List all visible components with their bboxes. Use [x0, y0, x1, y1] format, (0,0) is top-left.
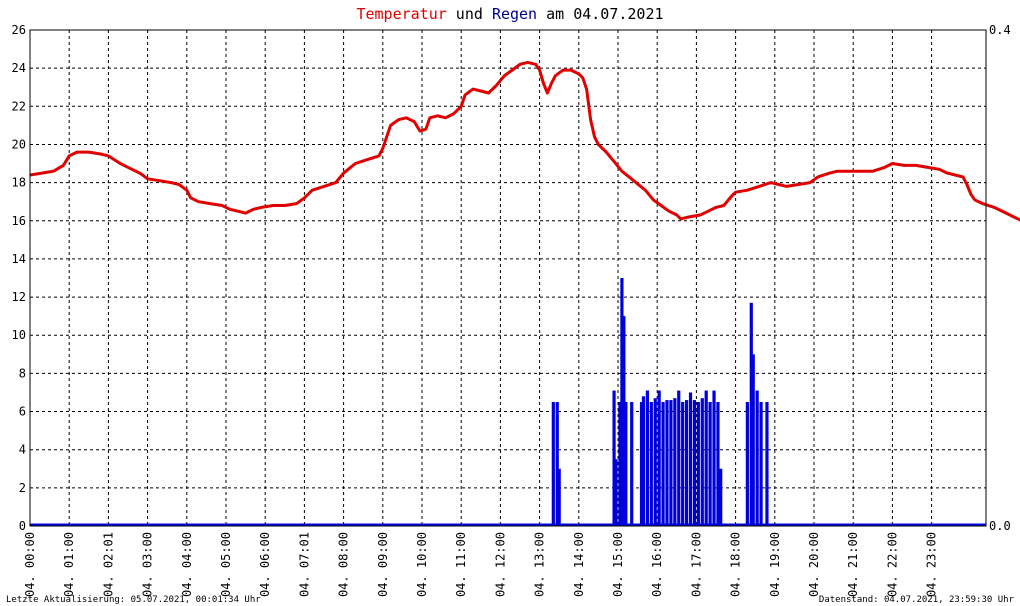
y-axis-right: 0.4 0.0: [989, 23, 1011, 533]
rain-bar: [765, 402, 769, 526]
rain-bar: [612, 390, 616, 526]
x-tick-label: 04. 07:01: [297, 532, 311, 597]
rain-bar: [696, 402, 700, 526]
x-tick-label: 04. 12:00: [493, 532, 507, 597]
rain-bar: [755, 390, 759, 526]
x-tick-label: 04. 13:00: [533, 532, 547, 597]
y-tick-label: 20: [12, 137, 26, 151]
y-tick-label: 26: [12, 23, 26, 37]
rain-bar: [681, 402, 685, 526]
rain-bar: [653, 398, 657, 526]
rain-bar: [716, 402, 720, 526]
y-tick-label: 14: [12, 252, 26, 266]
rain-bar: [624, 402, 628, 526]
y-right-tick-label: 0.0: [989, 519, 1011, 533]
x-tick-label: 04. 14:00: [572, 532, 586, 597]
chart-title: Temperatur und Regen am 04.07.2021: [356, 5, 663, 23]
x-tick-label: 04. 19:00: [768, 532, 782, 597]
rain-bar: [645, 390, 649, 526]
title-rain: Regen: [492, 5, 537, 23]
rain-bar: [622, 316, 626, 526]
rain-bar: [618, 402, 622, 526]
rain-bar: [749, 302, 753, 526]
rain-bar: [641, 396, 646, 526]
footer-left: Letzte Aktualisierung: 05.07.2021, 00:01…: [6, 595, 261, 605]
x-tick-label: 04. 00:00: [23, 532, 37, 597]
rain-bar: [557, 468, 561, 526]
x-axis: 04. 00:00 04. 01:00 04. 02:01 04. 03:00 04. …: [23, 532, 939, 597]
rain-bar: [620, 278, 624, 526]
x-tick-label: 04. 15:00: [611, 532, 625, 597]
rain-bar: [661, 402, 665, 526]
x-tick-label: 04. 04:00: [180, 532, 194, 597]
x-tick-label: 04. 16:00: [650, 532, 664, 597]
rain-bar: [692, 400, 697, 526]
rain-series: [30, 278, 986, 527]
rain-bar: [704, 390, 708, 526]
rain-bar: [551, 402, 555, 526]
y-tick-label: 8: [19, 366, 26, 380]
rain-bar: [649, 402, 653, 526]
x-tick-label: 04. 09:00: [376, 532, 390, 597]
x-tick-label: 04. 20:00: [807, 532, 821, 597]
x-tick-label: 04. 08:00: [337, 532, 351, 597]
title-und: und: [447, 5, 492, 23]
rain-bar: [712, 390, 716, 526]
x-tick-label: 04. 23:00: [925, 532, 939, 597]
x-tick-label: 04. 01:00: [62, 532, 76, 597]
y-tick-label: 12: [12, 290, 26, 304]
x-tick-label: 04. 21:00: [846, 532, 860, 597]
rain-bar: [700, 398, 704, 526]
rain-bar: [759, 402, 763, 526]
x-tick-label: 04. 18:00: [729, 532, 743, 597]
rain-bar: [657, 390, 661, 526]
title-temperature: Temperatur: [356, 5, 446, 23]
x-tick-label: 04. 03:00: [141, 532, 155, 597]
x-tick-label: 04. 02:01: [101, 532, 115, 597]
x-tick-label: 04. 17:00: [689, 532, 703, 597]
y-tick-label: 6: [19, 405, 26, 419]
grid: [30, 30, 986, 526]
y-tick-label: 4: [19, 443, 26, 457]
rain-bar: [665, 400, 669, 526]
y-tick-label: 2: [19, 481, 26, 495]
rain-bar: [677, 390, 681, 526]
temperature-series-line: [29, 60, 1020, 222]
title-date: am 04.07.2021: [537, 5, 663, 23]
plot-frame: [29, 29, 987, 527]
y-tick-label: 0: [19, 519, 26, 533]
footer-right: Datenstand: 04.07.2021, 23:59:30 Uhr: [819, 595, 1015, 605]
rain-bar: [614, 459, 618, 526]
rain-bar: [688, 392, 693, 526]
rain-bar: [685, 400, 689, 526]
x-tick-label: 04. 11:00: [454, 532, 468, 597]
rain-bar: [669, 400, 673, 526]
y-tick-label: 18: [12, 176, 26, 190]
y-tick-label: 10: [12, 328, 26, 342]
rain-bar: [630, 402, 634, 526]
x-tick-label: 04. 10:00: [415, 532, 429, 597]
x-tick-label: 04. 06:00: [258, 532, 272, 597]
y-tick-label: 16: [12, 214, 26, 228]
rain-bar: [639, 402, 644, 526]
y-tick-label: 24: [12, 61, 26, 75]
rain-bar: [708, 402, 712, 526]
y-tick-label: 22: [12, 99, 26, 113]
rain-bar: [555, 402, 559, 526]
rain-bar: [751, 354, 755, 526]
x-tick-label: 04. 05:00: [219, 532, 233, 597]
rain-bar: [719, 468, 723, 526]
x-tick-label: 04. 22:00: [885, 532, 899, 597]
rain-bar: [673, 398, 677, 526]
rain-bar: [745, 402, 749, 526]
y-right-tick-label: 0.4: [989, 23, 1011, 37]
